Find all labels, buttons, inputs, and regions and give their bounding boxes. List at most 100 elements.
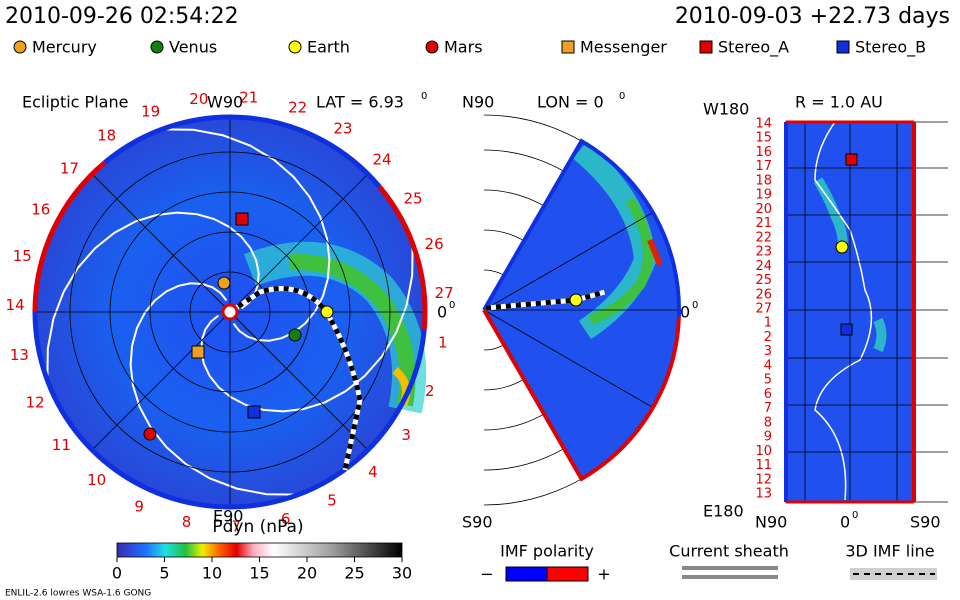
label: ENLIL-2.6 lowres WSA-1.6 GONG (5, 589, 151, 599)
label: LON = 0 (537, 93, 604, 112)
polarity-edge (482, 138, 681, 317)
label: R = 1.0 AU (795, 93, 883, 112)
field-spiral (161, 128, 331, 342)
carrington-label: 26 (425, 235, 444, 253)
row-label: 14 (755, 117, 772, 132)
carrington-label: 11 (52, 436, 71, 454)
polarity-arc (32, 160, 107, 313)
label: Pdyn (nPa) (212, 517, 303, 537)
carrington-label: 14 (6, 296, 25, 314)
label: 0 (852, 510, 858, 521)
row-label: 4 (764, 358, 772, 373)
row-label: 26 (755, 287, 772, 302)
row-label: 10 (755, 444, 772, 459)
row-label: 3 (764, 344, 772, 359)
row-label: 27 (755, 302, 772, 317)
carrington-label: 8 (182, 513, 192, 531)
label: 0 (692, 300, 698, 311)
sheath-sample (682, 575, 778, 579)
legend-marker (288, 40, 302, 54)
label: W90 (207, 93, 243, 112)
carrington-label: 5 (327, 492, 337, 510)
polarity-bar (546, 566, 589, 582)
density-band (873, 317, 887, 353)
mercury (217, 276, 231, 290)
polarity-edge (482, 309, 681, 482)
grid-spoke (483, 212, 654, 311)
row-label: 7 (764, 401, 772, 416)
carrington-label: 7 (231, 517, 241, 535)
label: 10 (202, 564, 222, 583)
carrington-label: 17 (60, 160, 79, 178)
label: Mercury (32, 38, 97, 57)
carrington-label: 19 (141, 103, 160, 121)
current-sheath (814, 121, 873, 501)
label: Venus (169, 38, 217, 57)
legend-marker (699, 40, 713, 54)
imf-line (228, 286, 363, 471)
imf3d-sample (850, 568, 937, 580)
polarity-arc (32, 311, 197, 507)
label: Current sheath (669, 542, 789, 561)
stereo-a (845, 153, 858, 166)
label: 0 (449, 300, 455, 311)
label: E180 (703, 502, 744, 521)
label: Mars (444, 38, 483, 57)
carrington-label: 21 (239, 88, 258, 106)
polarity-arc (377, 185, 428, 330)
legend-marker (150, 40, 164, 54)
row-label: 6 (764, 387, 772, 402)
label: 2010-09-26 02:54:22 (5, 4, 239, 29)
earth (320, 305, 334, 319)
label: − (480, 565, 493, 584)
carrington-label: 12 (26, 393, 45, 411)
label: E90 (213, 507, 243, 526)
label: 15 (249, 564, 269, 583)
carrington-label: 18 (97, 126, 116, 144)
label: 25 (344, 564, 364, 583)
messenger (191, 345, 205, 359)
field-spiral (129, 282, 299, 496)
carrington-label: 10 (87, 471, 106, 489)
row-label: 1 (764, 316, 772, 331)
polarity-arc (195, 328, 427, 510)
carrington-label: 20 (189, 90, 208, 108)
density-band (289, 253, 416, 407)
carrington-label: 13 (10, 346, 29, 364)
density-band (588, 197, 653, 325)
carrington-label: 2 (425, 382, 435, 400)
row-label: 18 (755, 173, 772, 188)
row-label: 12 (755, 472, 772, 487)
carrington-label: 1 (438, 334, 448, 352)
label: 0 (421, 91, 427, 102)
sun (221, 303, 239, 321)
legend-marker (425, 40, 439, 54)
label: 0 (112, 564, 122, 583)
carrington-label: 27 (435, 284, 454, 302)
polarity-bar (505, 566, 548, 582)
earth (835, 240, 849, 254)
colorbar (116, 542, 403, 558)
sheath-sample (682, 566, 778, 570)
density-band (647, 238, 663, 267)
stereo-b (840, 323, 853, 336)
label: 3D IMF line (845, 542, 934, 561)
label: + (597, 565, 610, 584)
carrington-label: 23 (333, 120, 352, 138)
row-label: 11 (755, 458, 772, 473)
label: S90 (462, 513, 493, 532)
row-label: 24 (755, 259, 772, 274)
row-label: 13 (755, 487, 772, 502)
field-spiral (200, 243, 414, 413)
stereo-a (235, 212, 249, 226)
row-label: 20 (755, 202, 772, 217)
carrington-label: 24 (372, 150, 391, 168)
label: Stereo_B (855, 38, 926, 58)
row-label: 16 (755, 145, 772, 160)
carrington-label: 16 (31, 200, 50, 218)
label: Ecliptic Plane (22, 93, 128, 112)
row-label: 17 (755, 159, 772, 174)
row-label: 5 (764, 373, 772, 388)
grid-spoke (483, 309, 654, 408)
